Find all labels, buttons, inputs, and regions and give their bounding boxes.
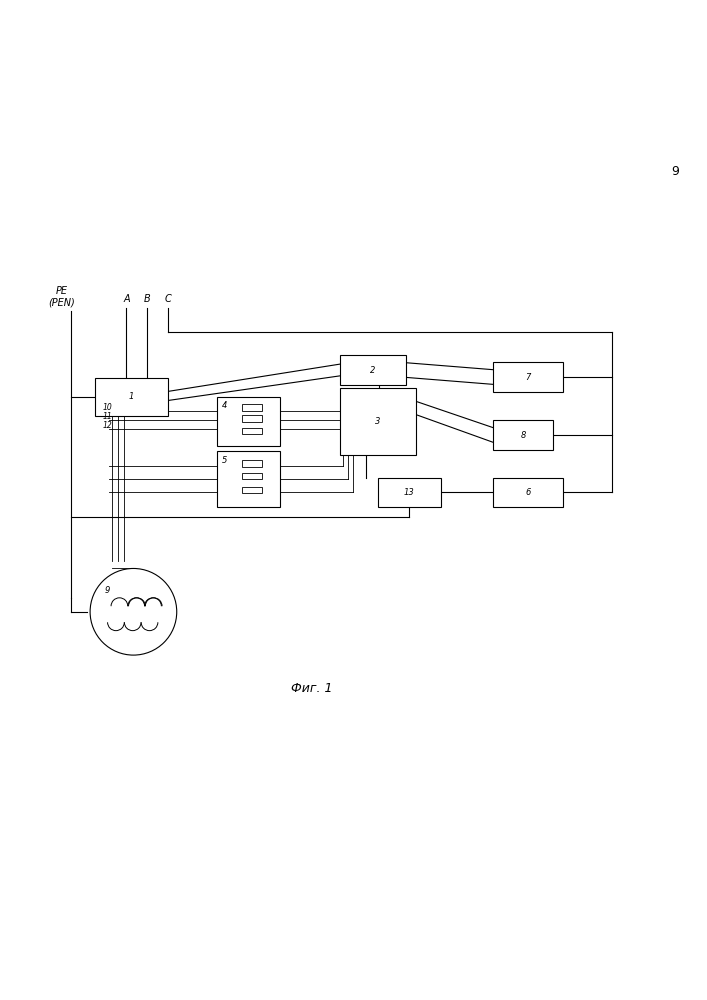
Bar bbox=[378, 478, 441, 507]
Text: 8: 8 bbox=[520, 431, 525, 440]
Text: 3: 3 bbox=[375, 417, 380, 426]
Bar bbox=[493, 362, 563, 392]
Bar bbox=[493, 478, 563, 507]
Text: B: B bbox=[144, 294, 151, 304]
Text: 1: 1 bbox=[129, 392, 134, 401]
Text: 5: 5 bbox=[221, 456, 227, 465]
Text: Фиг. 1: Фиг. 1 bbox=[291, 682, 332, 695]
Bar bbox=[242, 460, 262, 467]
Text: A: A bbox=[123, 294, 130, 304]
Bar bbox=[242, 404, 262, 411]
Bar bbox=[217, 397, 280, 446]
Text: 11: 11 bbox=[103, 412, 112, 421]
Text: 9: 9 bbox=[105, 586, 110, 595]
Circle shape bbox=[90, 568, 177, 655]
Bar bbox=[339, 355, 406, 385]
Text: 10: 10 bbox=[103, 403, 112, 412]
Bar bbox=[242, 487, 262, 493]
Text: C: C bbox=[165, 294, 172, 304]
Text: 9: 9 bbox=[671, 165, 679, 178]
Text: 12: 12 bbox=[103, 421, 112, 430]
Bar bbox=[217, 451, 280, 507]
Bar bbox=[493, 420, 553, 450]
Text: 13: 13 bbox=[404, 488, 415, 497]
Text: 2: 2 bbox=[370, 366, 375, 375]
Text: 6: 6 bbox=[525, 488, 531, 497]
Text: 4: 4 bbox=[221, 401, 227, 410]
Bar bbox=[242, 473, 262, 479]
Bar bbox=[339, 388, 416, 455]
Text: PE
(PEN): PE (PEN) bbox=[48, 286, 75, 308]
Bar bbox=[242, 428, 262, 434]
Bar bbox=[242, 415, 262, 422]
Bar bbox=[95, 378, 168, 416]
Text: 7: 7 bbox=[525, 373, 531, 382]
